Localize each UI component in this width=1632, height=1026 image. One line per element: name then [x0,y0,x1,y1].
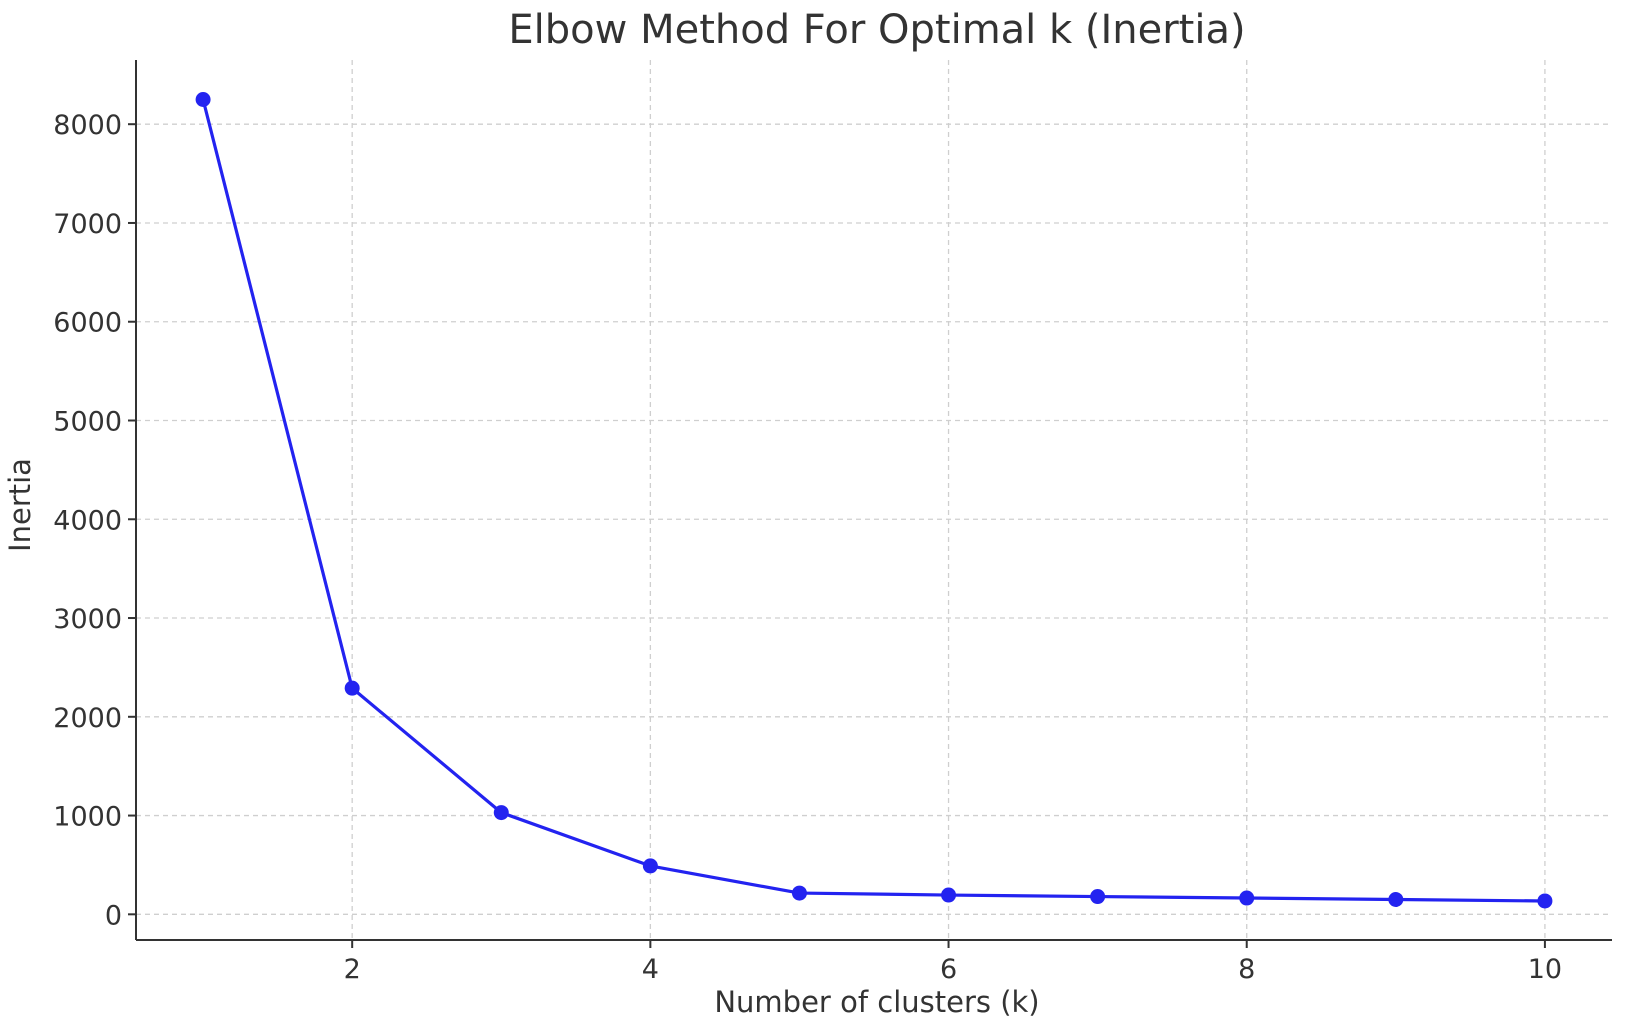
y-axis-ticks: 0 1000 2000 3000 4000 5000 6000 7000 8000 [53,110,136,931]
axes [135,60,1612,941]
grid [136,60,1612,940]
y-tick-label: 3000 [53,604,122,635]
x-tick-label: 8 [1238,954,1255,985]
chart-title: Elbow Method For Optimal k (Inertia) [508,7,1245,53]
data-point [195,92,211,108]
x-tick-label: 4 [642,954,659,985]
y-tick-label: 4000 [53,505,122,536]
y-tick-label: 2000 [53,703,122,734]
series [195,92,1553,909]
data-point [1090,889,1106,905]
data-point [642,858,658,874]
y-tick-label: 6000 [53,308,122,339]
data-point [344,680,360,696]
data-point [1537,893,1553,909]
x-axis-ticks: 2 4 6 8 10 [344,940,1562,985]
data-point [941,887,957,903]
data-point [1388,892,1404,908]
y-tick-label: 0 [105,900,122,931]
y-tick-label: 7000 [53,209,122,240]
y-tick-label: 1000 [53,802,122,833]
y-tick-label: 8000 [53,110,122,141]
x-tick-label: 10 [1528,954,1562,985]
data-point [791,885,807,901]
y-tick-label: 5000 [53,406,122,437]
x-tick-label: 2 [344,954,361,985]
data-point [493,805,509,821]
y-axis-label: Inertia [3,458,37,552]
series-line [201,99,1545,903]
x-tick-label: 6 [940,954,957,985]
x-axis-label: Number of clusters (k) [714,985,1039,1019]
data-point [1239,890,1255,906]
